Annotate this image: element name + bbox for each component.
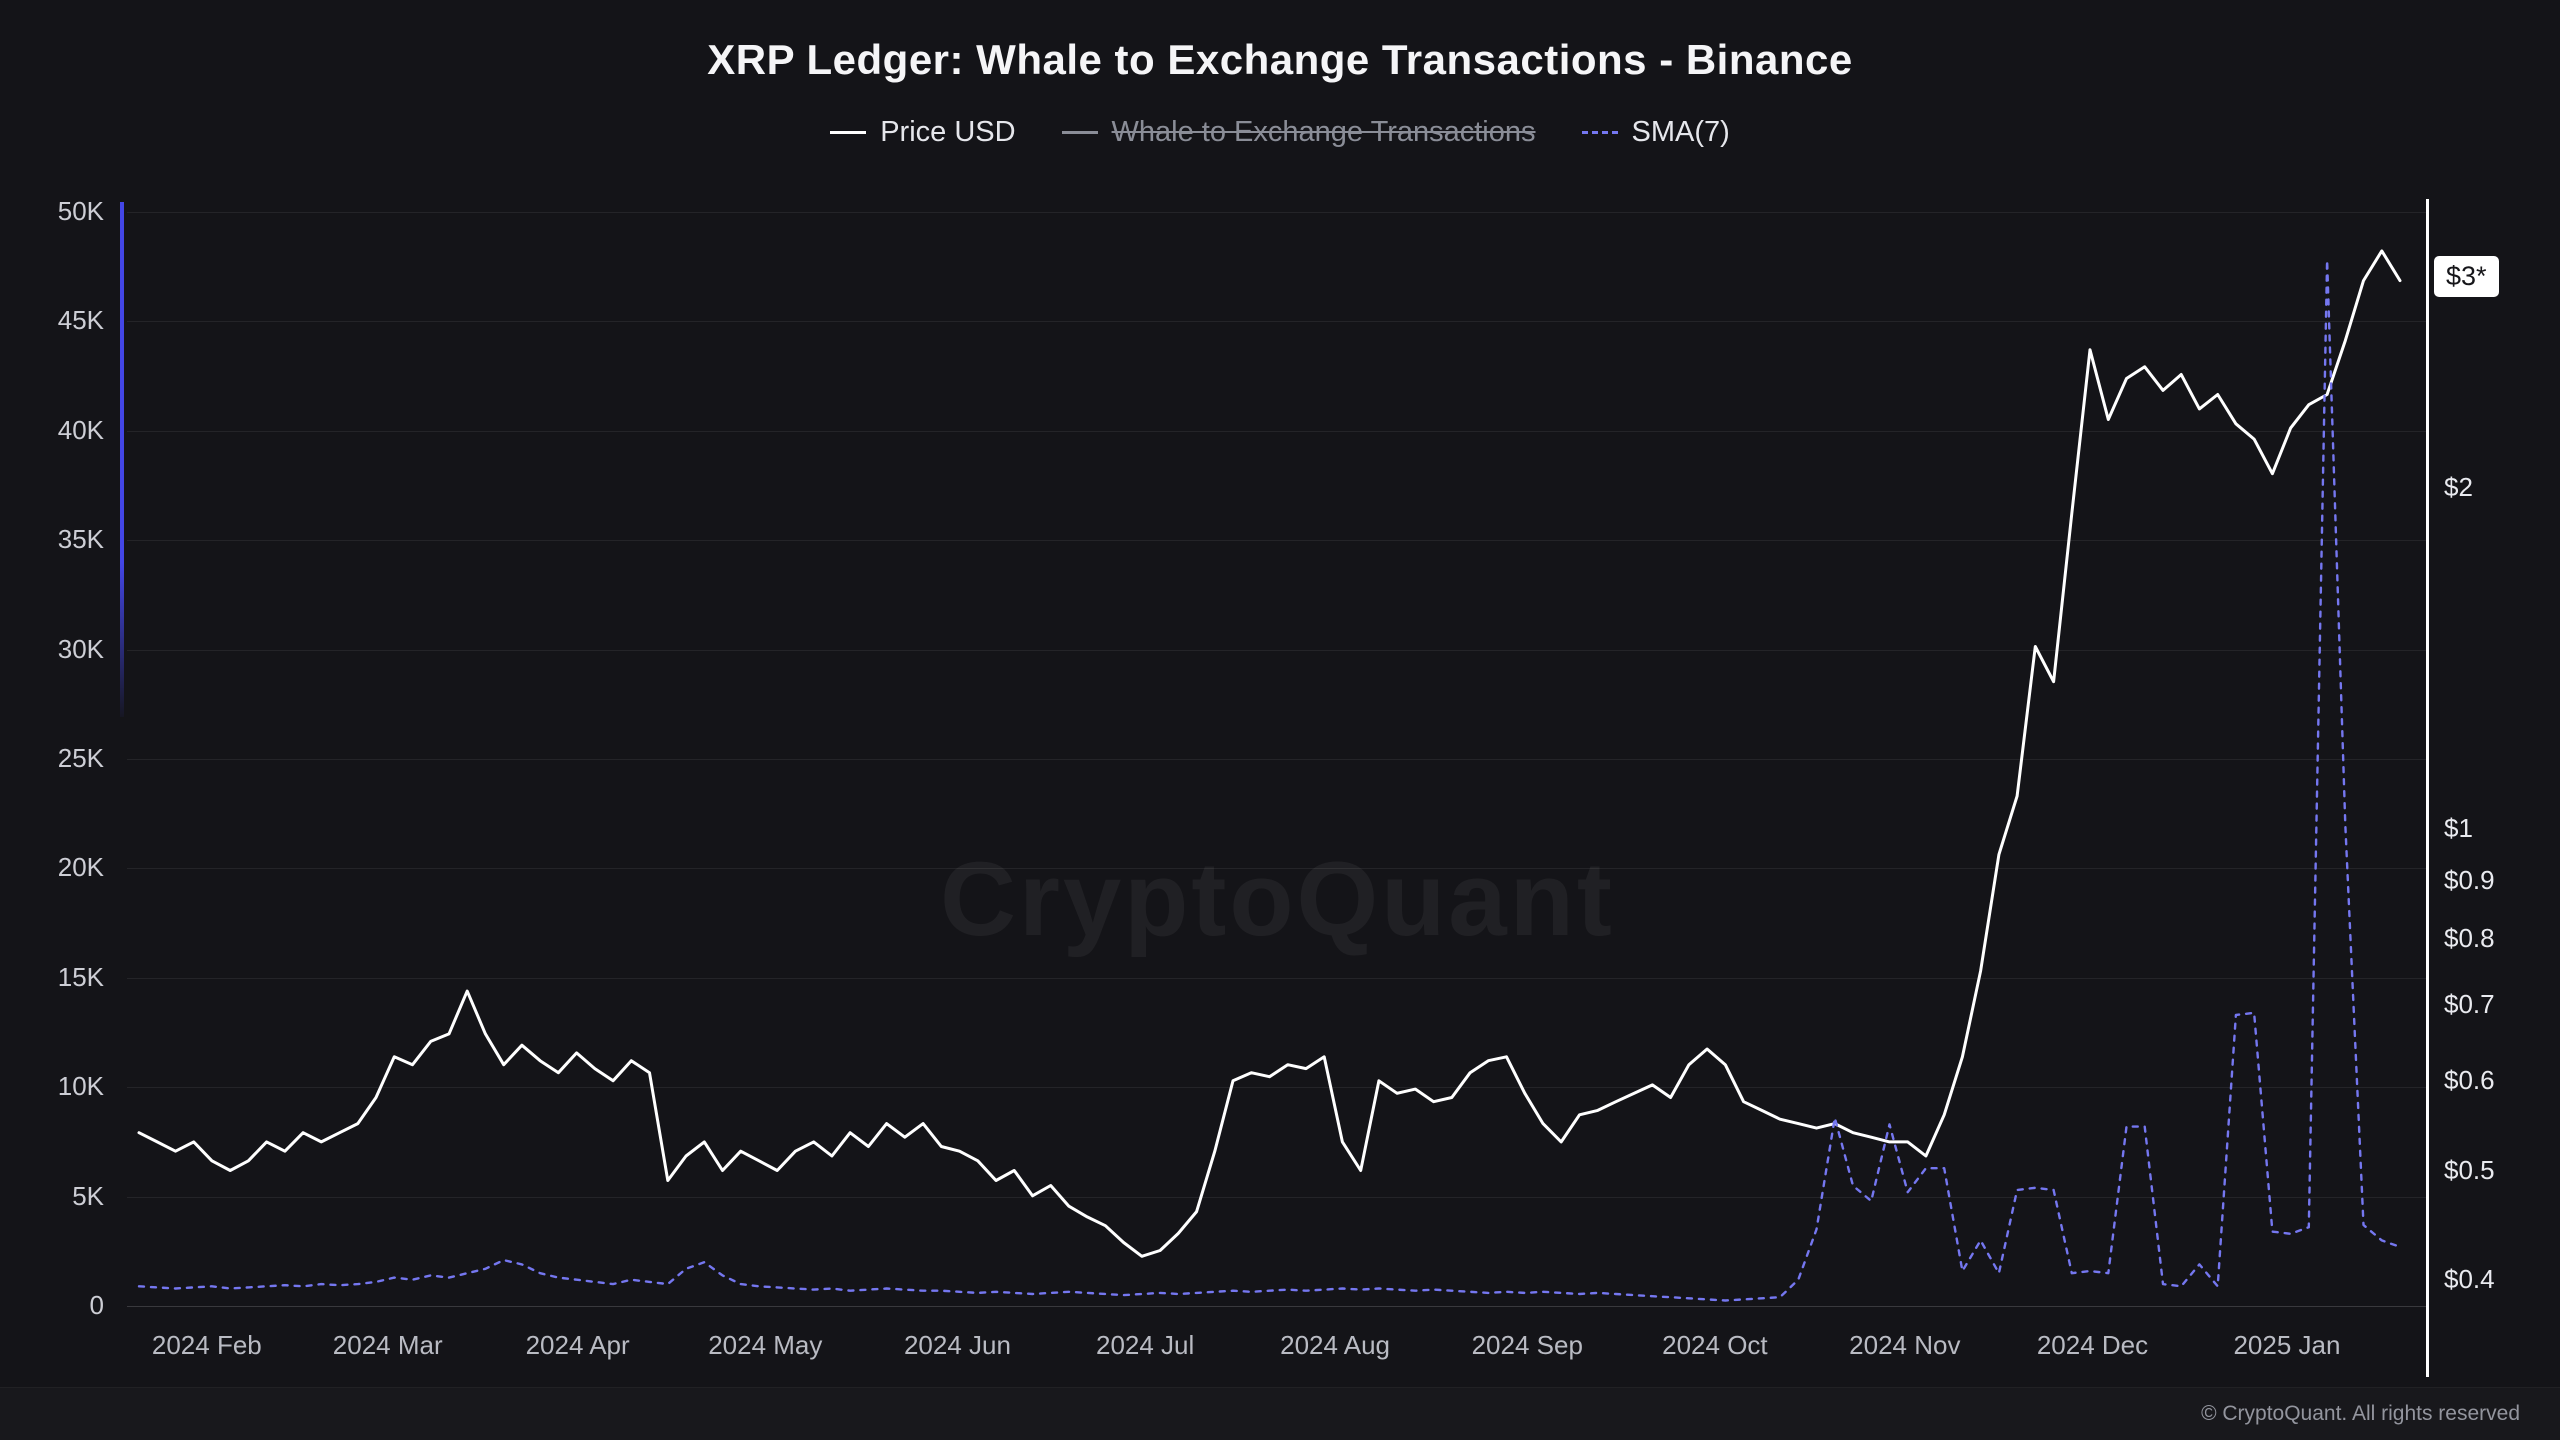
left-accent-line: [120, 202, 124, 717]
left-axis-tick-label: 0: [89, 1290, 104, 1320]
x-axis-month-label: 2024 Jun: [903, 1330, 1011, 1360]
footer: © CryptoQuant. All rights reserved: [0, 1387, 2560, 1440]
right-axis-tick-label: $0.9: [2444, 865, 2495, 896]
grid-line: [127, 430, 2428, 432]
sma-line-marker-icon: [1581, 131, 1618, 134]
sma-line: [137, 258, 2402, 1302]
left-axis-tick-label: 15K: [57, 961, 104, 992]
x-axis-month-label: 2024 Oct: [1662, 1330, 1768, 1360]
price-line: [137, 249, 2402, 1258]
grid-line: [127, 321, 2428, 323]
chart-plot-area[interactable]: CryptoQuant: [127, 200, 2428, 1307]
grid-line: [127, 868, 2428, 870]
legend-label-price-usd: Price USD: [880, 116, 1016, 148]
left-axis-tick-label: 40K: [57, 414, 104, 445]
left-axis-tick-label: 50K: [57, 196, 104, 226]
x-axis-month-label: 2024 Jul: [1095, 1330, 1195, 1360]
right-axis-tick-label: $2: [2444, 472, 2473, 503]
x-axis-month-label: 2025 Jan: [2233, 1330, 2341, 1360]
right-axis-tick-label: $0.6: [2444, 1064, 2495, 1095]
grid-line: [127, 649, 2428, 651]
grid-line: [127, 212, 2428, 213]
page-title: XRP Ledger: Whale to Exchange Transactio…: [707, 36, 1853, 83]
right-axis-tick-label: $0.8: [2444, 923, 2495, 954]
left-axis-tick-label: 45K: [57, 305, 104, 336]
left-axis-tick-label: 10K: [57, 1071, 104, 1102]
right-axis-tick-label: $0.4: [2444, 1264, 2495, 1295]
x-axis-month-label: 2024 Mar: [332, 1330, 443, 1360]
x-axis-month-label: 2024 Dec: [2036, 1330, 2149, 1360]
legend-label-sma7: SMA(7): [1631, 116, 1730, 148]
footer-copyright: © CryptoQuant. All rights reserved: [2201, 1402, 2520, 1425]
left-axis-tick-label: 35K: [57, 524, 104, 555]
left-axis-tick-label: 5K: [72, 1180, 104, 1211]
x-axis-month-label: 2024 Aug: [1280, 1330, 1390, 1360]
grid-line: [127, 759, 2428, 760]
grid-line: [127, 977, 2428, 979]
left-axis-tick-label: 30K: [57, 633, 104, 664]
x-axis-month-label: 2024 Apr: [525, 1330, 630, 1360]
legend-label-whale-transactions: Whale to Exchange Transactions: [1111, 116, 1536, 148]
right-axis-tick-label: $0.7: [2444, 988, 2495, 1019]
last-price-badge: $3*: [2434, 255, 2499, 297]
grid-line: [127, 1306, 2428, 1307]
series-canvas: [137, 249, 2402, 1302]
left-axis-tick-label: 20K: [57, 852, 104, 883]
legend-item-sma7[interactable]: SMA(7): [1581, 116, 1730, 149]
left-axis-tick-label: 25K: [57, 743, 104, 773]
price-line-marker-icon: [830, 131, 867, 134]
legend-item-price-usd[interactable]: Price USD: [830, 116, 1016, 149]
right-axis-line: [2426, 199, 2429, 1377]
legend-item-whale-transactions[interactable]: Whale to Exchange Transactions: [1061, 116, 1536, 149]
x-axis-month-label: 2024 Nov: [1849, 1330, 1961, 1360]
right-axis-tick-label: $0.5: [2444, 1154, 2495, 1185]
right-axis-tick-label: $1: [2444, 813, 2473, 844]
x-axis-month-label: 2024 Sep: [1471, 1330, 1583, 1360]
chart-legend: Price USD Whale to Exchange Transactions…: [0, 116, 2560, 149]
x-axis-month-label: 2024 Feb: [151, 1330, 262, 1360]
grid-line: [127, 1087, 2428, 1089]
grid-line: [127, 540, 2428, 542]
x-axis-month-label: 2024 May: [708, 1330, 823, 1360]
grid-line: [127, 1196, 2428, 1198]
whale-line-marker-icon: [1061, 131, 1098, 134]
